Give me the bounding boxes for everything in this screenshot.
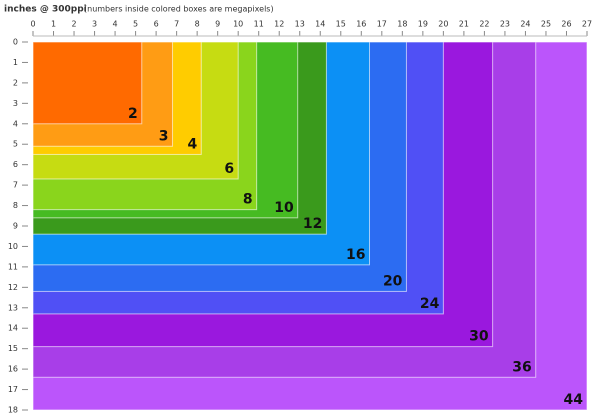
x-tick-label: 23 (500, 20, 510, 29)
x-tick-label: 20 (438, 20, 448, 29)
y-tick-label: 18 (8, 406, 18, 415)
x-tick-label: 13 (295, 20, 305, 29)
y-tick-label: 10 (8, 242, 18, 251)
y-tick-label: 7 (13, 181, 18, 190)
y-tick-label: 9 (13, 222, 18, 231)
chart-subtitle: (numbers inside colored boxes are megapi… (84, 5, 274, 14)
y-tick-label: 13 (8, 303, 18, 312)
y-tick-label: 11 (8, 262, 18, 271)
size-box (32, 41, 143, 125)
x-tick-label: 7 (174, 20, 179, 29)
box-label: 3 (159, 128, 169, 144)
x-tick-label: 0 (30, 20, 35, 29)
box-label: 36 (512, 359, 531, 375)
box-label: 30 (469, 329, 489, 345)
x-tick-label: 15 (336, 20, 346, 29)
x-tick-label: 8 (195, 20, 200, 29)
y-tick-label: 12 (8, 283, 18, 292)
x-tick-label: 10 (233, 20, 243, 29)
y-tick-label: 6 (13, 160, 18, 169)
x-tick-label: 3 (92, 20, 97, 29)
box-label: 16 (346, 247, 365, 263)
box-label: 2 (128, 106, 138, 122)
y-tick-label: 5 (13, 140, 18, 149)
x-tick-label: 4 (113, 20, 118, 29)
box-label: 6 (224, 161, 234, 177)
x-tick-label: 27 (582, 20, 592, 29)
x-tick-label: 1 (51, 20, 56, 29)
x-tick-label: 9 (215, 20, 220, 29)
box-label: 24 (420, 296, 440, 312)
x-tick-label: 2 (71, 20, 76, 29)
x-tick-label: 21 (459, 20, 469, 29)
x-tick-label: 16 (356, 20, 366, 29)
x-tick-label: 25 (541, 20, 551, 29)
x-tick-label: 26 (561, 20, 571, 29)
box-label: 4 (188, 136, 198, 152)
y-tick-label: 16 (8, 365, 18, 374)
box-label: 10 (274, 200, 294, 216)
x-tick-label: 22 (479, 20, 489, 29)
box-label: 44 (564, 392, 584, 408)
box-label: 20 (383, 273, 403, 289)
y-tick-label: 8 (13, 201, 18, 210)
x-tick-label: 5 (133, 20, 138, 29)
y-tick-label: 17 (8, 385, 18, 394)
x-tick-label: 19 (418, 20, 428, 29)
y-tick-label: 4 (13, 119, 18, 128)
y-tick-label: 3 (13, 99, 18, 108)
x-tick-label: 6 (154, 20, 159, 29)
x-tick-label: 18 (397, 20, 407, 29)
box-label: 12 (303, 216, 322, 232)
box-label: 8 (243, 192, 253, 208)
x-tick-label: 11 (254, 20, 264, 29)
x-tick-label: 17 (377, 20, 387, 29)
y-tick-label: 2 (13, 78, 18, 87)
y-tick-label: 15 (8, 344, 18, 353)
y-tick-label: 0 (13, 38, 18, 47)
x-tick-label: 12 (274, 20, 284, 29)
x-tick-label: 24 (520, 20, 530, 29)
x-tick-label: 14 (315, 20, 325, 29)
chart-title: inches @ 300ppi (4, 5, 87, 15)
y-tick-label: 14 (8, 324, 18, 333)
y-tick-label: 1 (13, 58, 18, 67)
